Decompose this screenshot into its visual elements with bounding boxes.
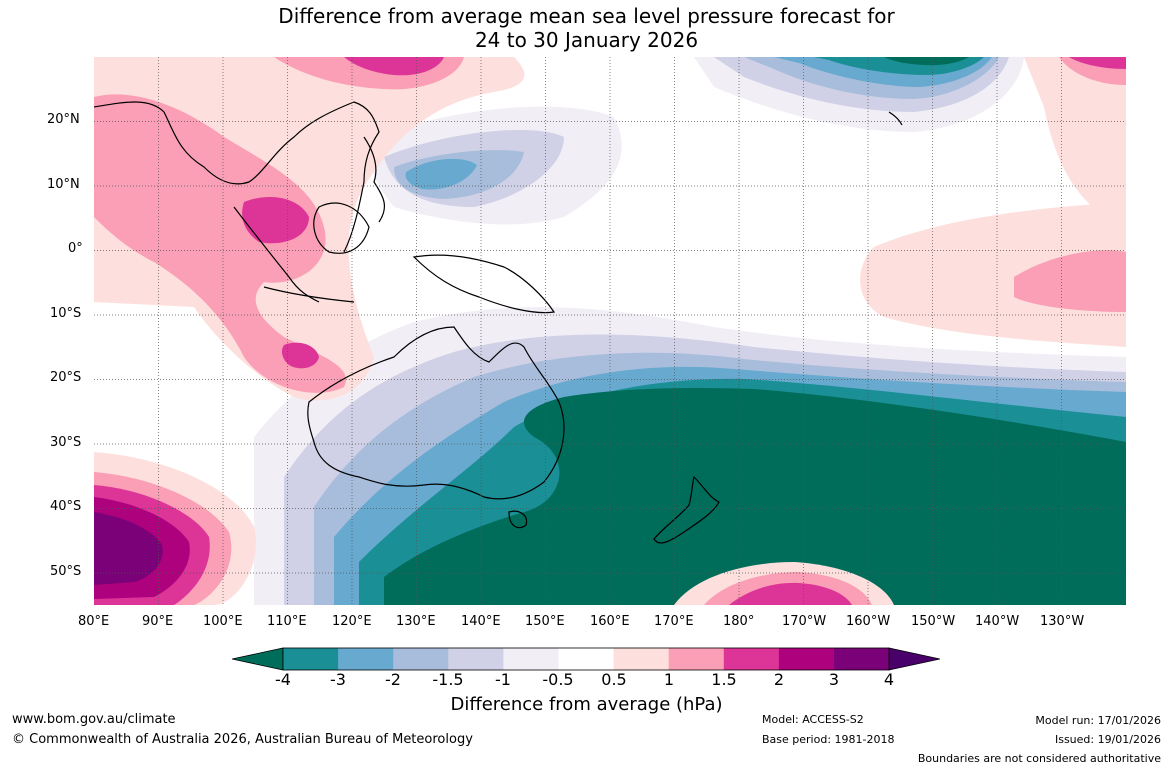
coast-new-zealand <box>653 475 720 544</box>
lat-label-20s: 20°S <box>50 370 82 385</box>
coast-philippines <box>363 136 386 223</box>
lon-label-130w: 130°W <box>1040 614 1085 629</box>
coast-java <box>263 286 355 303</box>
lat-label-40s: 40°S <box>50 499 82 514</box>
lon-label-170e: 170°E <box>654 614 694 629</box>
colorbar-segment <box>834 648 890 670</box>
coast-hawaii <box>888 111 903 126</box>
footer-url[interactable]: www.bom.gov.au/climate <box>12 712 176 727</box>
colorbar-extend-low <box>232 647 284 671</box>
colorbar-title: Difference from average (hPa) <box>450 694 723 715</box>
lat-label-10n: 10°N <box>47 177 80 192</box>
colorbar-tick-neg0.5: -0.5 <box>542 670 574 689</box>
anomaly-pos-4-sw <box>94 512 163 585</box>
colorbar-tick-neg1: -1 <box>495 670 511 689</box>
colorbar-tick-neg4: -4 <box>275 670 291 689</box>
colorbar-tick-4: 4 <box>883 670 895 689</box>
lon-label-160w: 160°W <box>846 614 891 629</box>
lon-label-150w: 150°W <box>911 614 956 629</box>
lat-label-10s: 10°S <box>50 306 82 321</box>
footer-model: Model: ACCESS-S2 <box>762 713 864 726</box>
coast-new-guinea <box>412 254 556 314</box>
anomaly-pos-1.5-west <box>242 197 309 244</box>
colorbar-extend-high <box>888 647 940 671</box>
footer-model-run: Model run: 17/01/2026 <box>1035 714 1161 727</box>
anomaly-pos-0.5-east <box>1024 57 1126 227</box>
footer-base-period: Base period: 1981-2018 <box>762 733 895 746</box>
coast-australia <box>307 326 565 500</box>
anomaly-pos-1-east <box>1014 250 1126 312</box>
colorbar-tick-neg3: -3 <box>330 670 346 689</box>
coast-tasmania <box>508 510 528 529</box>
lon-label-80e: 80°E <box>78 614 110 629</box>
footer-issued: Issued: 19/01/2026 <box>1054 733 1161 746</box>
coastlines <box>94 101 903 544</box>
anomaly-pos-1-west <box>94 94 346 393</box>
colorbar-segment <box>558 648 615 670</box>
anomaly-neg-4-south <box>384 387 1126 605</box>
colorbar-tick-neg1.5: -1.5 <box>432 670 464 689</box>
lon-label-180: 180° <box>723 614 755 629</box>
graticule <box>94 57 1126 605</box>
map-title-line2: 24 to 30 January 2026 <box>474 28 699 52</box>
colorbar-segment <box>283 648 339 670</box>
colorbar-segment <box>723 648 780 670</box>
pressure-anomaly-map <box>94 57 1126 605</box>
coast-borneo <box>313 202 370 254</box>
lat-label-20n: 20°N <box>47 112 80 127</box>
lon-label-100e: 100°E <box>203 614 243 629</box>
colorbar-tick-1: 1 <box>663 670 675 689</box>
lon-label-90e: 90°E <box>142 614 174 629</box>
colorbar-segment <box>613 648 670 670</box>
footer-boundaries: Boundaries are not considered authoritat… <box>917 752 1161 765</box>
lon-label-110e: 110°E <box>267 614 307 629</box>
lon-label-160e: 160°E <box>590 614 630 629</box>
colorbar-tick-3: 3 <box>828 670 840 689</box>
lat-label-30s: 30°S <box>50 435 82 450</box>
lon-label-130e: 130°E <box>396 614 436 629</box>
lat-label-0: 0° <box>68 241 83 256</box>
lon-label-150e: 150°E <box>525 614 565 629</box>
colorbar-tick-0.5: 0.5 <box>601 670 627 689</box>
lat-label-50s: 50°S <box>50 564 82 579</box>
lon-label-140e: 140°E <box>461 614 501 629</box>
colorbar-tick-neg2: -2 <box>385 670 401 689</box>
colorbar-segment <box>668 648 725 670</box>
colorbar-tick-2: 2 <box>773 670 785 689</box>
lon-label-120e: 120°E <box>332 614 372 629</box>
colorbar-segment <box>393 648 449 670</box>
colorbar-segment <box>338 648 394 670</box>
colorbar-segment <box>778 648 835 670</box>
lon-label-170w: 170°W <box>782 614 827 629</box>
footer-copyright: © Commonwealth of Australia 2026, Austra… <box>12 732 473 747</box>
colorbar <box>232 647 940 671</box>
colorbar-tick-1.5: 1.5 <box>711 670 737 689</box>
map-title: Difference from average mean sea level p… <box>0 4 1173 52</box>
anomaly-neg-2-north <box>405 158 477 190</box>
coast-asia <box>94 101 380 253</box>
map-title-line1: Difference from average mean sea level p… <box>278 4 895 28</box>
colorbar-segment <box>503 648 559 670</box>
colorbar-frame <box>282 647 890 671</box>
lon-label-140w: 140°W <box>975 614 1020 629</box>
colorbar-segment <box>448 648 504 670</box>
